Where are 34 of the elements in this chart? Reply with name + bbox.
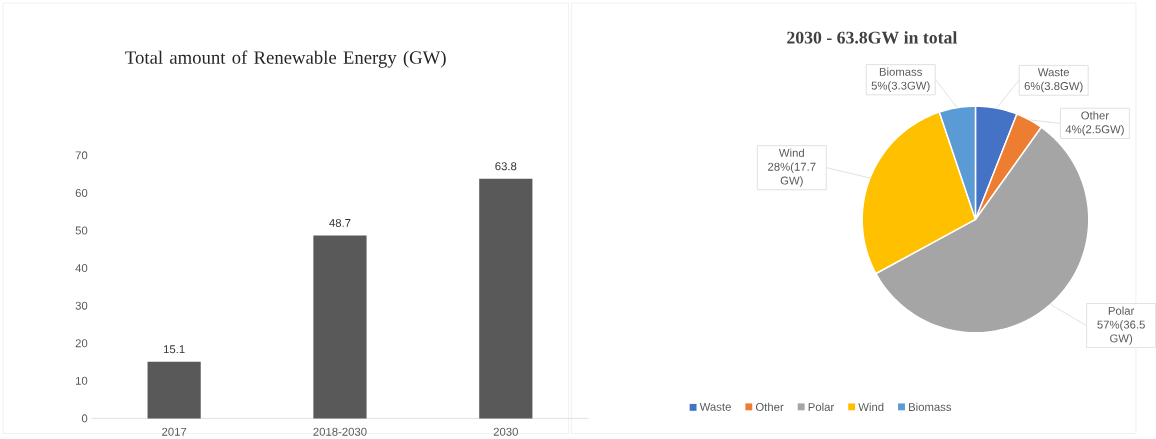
chart-title: Total amount of Renewable Energy (GW) bbox=[125, 50, 446, 68]
slice-label: Other bbox=[1081, 111, 1109, 120]
data-label: 4%(2.5GW) bbox=[1065, 124, 1124, 136]
data-label: 28%(17.7 GW) bbox=[768, 162, 816, 187]
slice-label: Wind bbox=[778, 148, 804, 157]
x-tick-label: 2017 bbox=[162, 427, 187, 436]
y-tick-label: 40 bbox=[75, 264, 88, 273]
data-label: 48.7 bbox=[329, 218, 351, 227]
y-tick-label: 20 bbox=[75, 339, 88, 348]
data-label: 5%(3.3GW) bbox=[871, 81, 930, 92]
legend-label: Waste bbox=[699, 402, 731, 411]
bar bbox=[313, 235, 367, 419]
data-label: 63.8 bbox=[495, 162, 517, 171]
y-tick-label: 50 bbox=[75, 226, 88, 235]
legend-label: Polar bbox=[808, 402, 835, 411]
y-tick-label: 30 bbox=[75, 301, 88, 310]
data-label: 15.1 bbox=[163, 345, 185, 354]
data-label: 57%(36.5 GW) bbox=[1097, 320, 1145, 345]
slice-label: Polar bbox=[1108, 306, 1135, 315]
bar bbox=[479, 178, 533, 419]
y-tick-label: 10 bbox=[76, 376, 88, 385]
legend-label: Biomass bbox=[909, 402, 952, 411]
chart-title: 2030 - 63.8GW in total bbox=[787, 31, 958, 44]
slice-label: Biomass bbox=[879, 67, 922, 76]
y-tick-label: 0 bbox=[81, 414, 88, 423]
x-tick-label: 2018-2030 bbox=[313, 427, 367, 436]
y-tick-label: 60 bbox=[75, 188, 88, 197]
y-tick-label: 70 bbox=[75, 151, 88, 160]
x-tick-label: 2030 bbox=[493, 427, 518, 436]
slice-label: Waste bbox=[1037, 68, 1070, 77]
data-label: 6%(3.8GW) bbox=[1024, 81, 1083, 93]
bar bbox=[147, 361, 201, 419]
legend-label: Other bbox=[755, 402, 784, 411]
legend-label: Wind bbox=[858, 402, 884, 411]
